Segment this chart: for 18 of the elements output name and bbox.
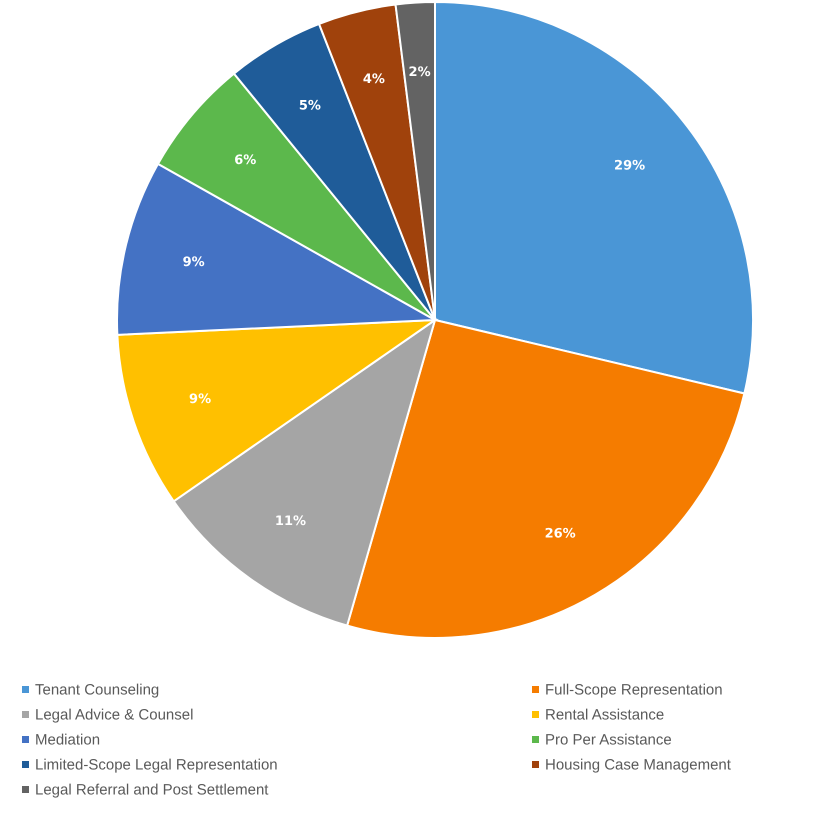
data-label: 6%: [234, 152, 256, 168]
data-label: 5%: [298, 98, 321, 114]
legend-label: Full-Scope Representation: [545, 682, 723, 698]
legend-label: Legal Advice & Counsel: [35, 706, 194, 724]
data-label: 2%: [408, 64, 431, 80]
data-label: 9%: [189, 392, 212, 408]
legend-label: Legal Referral and Post Settlement: [35, 782, 270, 798]
legend-label: Housing Case Management: [545, 756, 732, 774]
data-label: 4%: [362, 72, 385, 88]
legend-label: Mediation: [35, 732, 100, 748]
legend-label: Pro Per Assistance: [545, 732, 672, 748]
data-label: 9%: [182, 255, 205, 270]
legend-label: Limited-Scope Legal Representation: [35, 756, 278, 774]
data-label: 26%: [544, 526, 576, 542]
legend-label: Rental Assistance: [545, 706, 664, 724]
legend-label: Tenant Counseling: [35, 682, 160, 698]
data-label: 29%: [614, 158, 646, 174]
data-label: 11%: [274, 514, 306, 530]
